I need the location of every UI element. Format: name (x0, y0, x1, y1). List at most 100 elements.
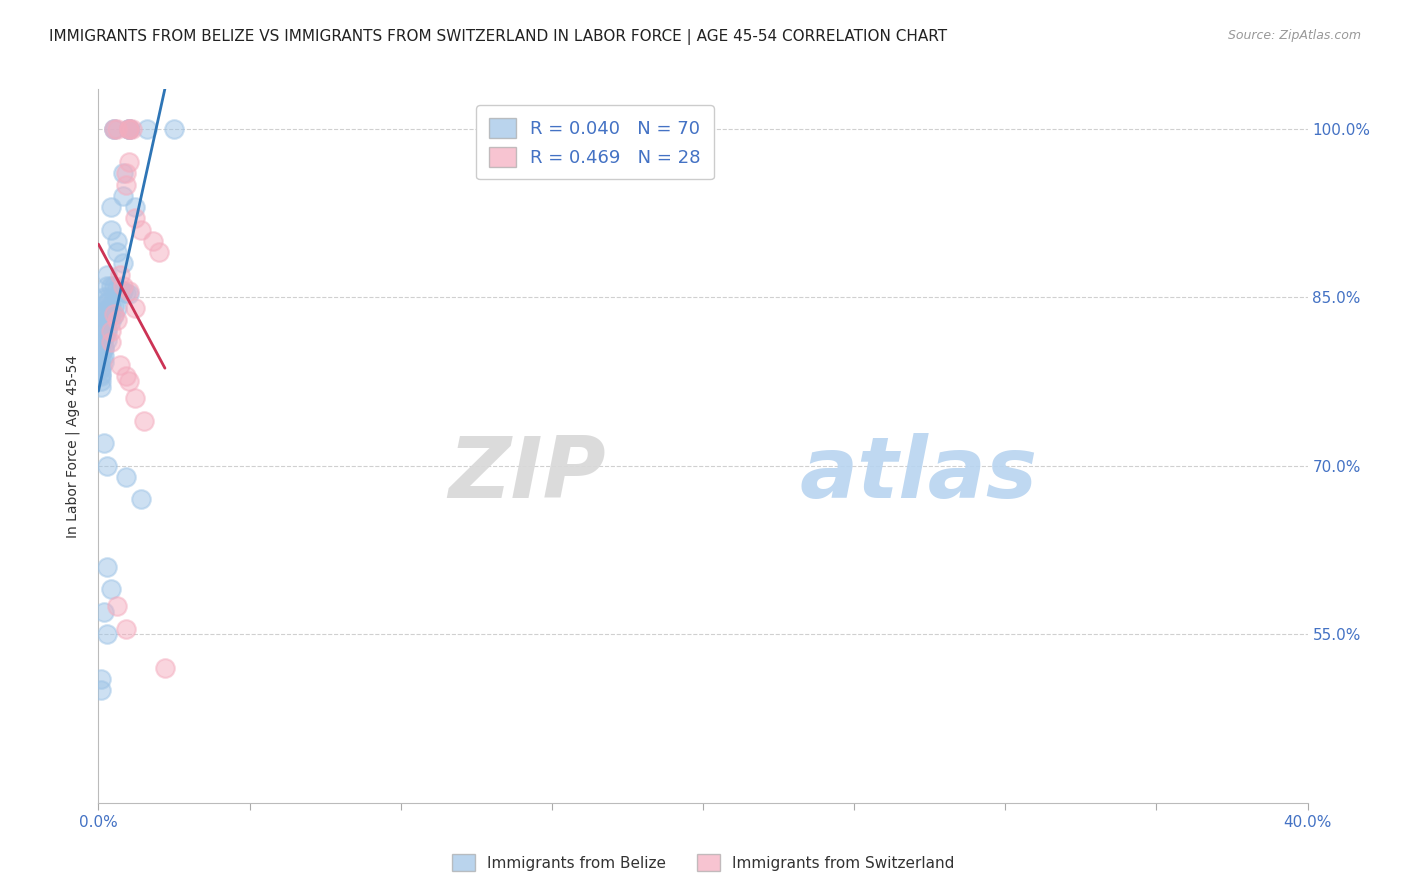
Point (118, 155, 141, 169)
Point (118, 121, 141, 136)
Point (90, 368, 112, 383)
Point (135, 121, 157, 136)
Point (111, 278, 134, 293)
Point (105, 245, 128, 260)
Point (105, 312, 128, 326)
Point (93, 332, 115, 346)
Point (114, 470, 136, 484)
Point (96, 295, 118, 310)
Point (114, 166, 136, 180)
Point (96, 311, 118, 326)
Point (100, 314, 122, 328)
Point (118, 121, 141, 136)
Point (96, 268, 118, 282)
Point (111, 285, 134, 299)
Text: atlas: atlas (800, 433, 1038, 516)
Point (96, 312, 118, 326)
Point (118, 121, 141, 136)
Point (100, 334, 122, 349)
Legend: Immigrants from Belize, Immigrants from Switzerland: Immigrants from Belize, Immigrants from … (446, 848, 960, 877)
Point (111, 189, 134, 203)
Legend: R = 0.040   N = 70, R = 0.469   N = 28: R = 0.040 N = 70, R = 0.469 N = 28 (477, 105, 714, 179)
Point (100, 200, 122, 214)
Point (153, 661, 176, 675)
Point (121, 121, 143, 136)
Point (96, 278, 118, 293)
Point (129, 492, 152, 507)
Point (111, 256, 134, 270)
Point (148, 245, 170, 260)
Point (103, 278, 125, 293)
Point (90, 367, 112, 381)
Point (93, 342, 115, 356)
Point (163, 121, 186, 136)
Point (108, 268, 131, 282)
Point (96, 324, 118, 338)
Text: ZIP: ZIP (449, 433, 606, 516)
Point (118, 121, 141, 136)
Point (96, 627, 118, 641)
Point (114, 285, 136, 300)
Point (96, 333, 118, 347)
Point (105, 301, 128, 316)
Point (93, 309, 115, 323)
Point (118, 375, 141, 389)
Point (93, 290, 115, 304)
Point (114, 622, 136, 636)
Point (105, 281, 128, 295)
Point (93, 293, 115, 307)
Point (90, 354, 112, 368)
Point (132, 414, 155, 428)
Point (93, 436, 115, 450)
Point (90, 683, 112, 698)
Point (90, 672, 112, 686)
Point (108, 284, 131, 298)
Point (103, 121, 125, 136)
Point (124, 211, 146, 226)
Point (124, 391, 146, 405)
Text: Source: ZipAtlas.com: Source: ZipAtlas.com (1227, 29, 1361, 42)
Point (96, 306, 118, 320)
Point (100, 582, 122, 597)
Point (90, 359, 112, 374)
Point (114, 368, 136, 383)
Point (103, 307, 125, 321)
Point (129, 222, 152, 236)
Point (103, 121, 125, 136)
Point (100, 222, 122, 236)
Point (105, 234, 128, 248)
Point (93, 340, 115, 354)
Point (93, 329, 115, 343)
Point (142, 234, 165, 248)
Point (93, 355, 115, 369)
Point (93, 303, 115, 318)
Point (90, 375, 112, 389)
Point (118, 121, 141, 136)
Point (100, 278, 122, 293)
Point (96, 559, 118, 574)
Point (100, 324, 122, 338)
Point (93, 349, 115, 363)
Point (93, 318, 115, 333)
Point (96, 321, 118, 335)
Point (100, 298, 122, 312)
Point (90, 362, 112, 376)
Point (96, 458, 118, 473)
Point (111, 166, 134, 180)
Point (124, 301, 146, 316)
Point (105, 121, 128, 136)
Point (124, 200, 146, 214)
Point (90, 337, 112, 351)
Y-axis label: In Labor Force | Age 45-54: In Labor Force | Age 45-54 (65, 354, 80, 538)
Text: IMMIGRANTS FROM BELIZE VS IMMIGRANTS FROM SWITZERLAND IN LABOR FORCE | AGE 45-54: IMMIGRANTS FROM BELIZE VS IMMIGRANTS FRO… (49, 29, 948, 45)
Point (118, 285, 141, 299)
Point (103, 308, 125, 322)
Point (96, 294, 118, 309)
Point (93, 605, 115, 619)
Point (93, 310, 115, 325)
Point (103, 121, 125, 136)
Point (114, 178, 136, 192)
Point (108, 358, 131, 372)
Point (100, 307, 122, 321)
Point (90, 380, 112, 394)
